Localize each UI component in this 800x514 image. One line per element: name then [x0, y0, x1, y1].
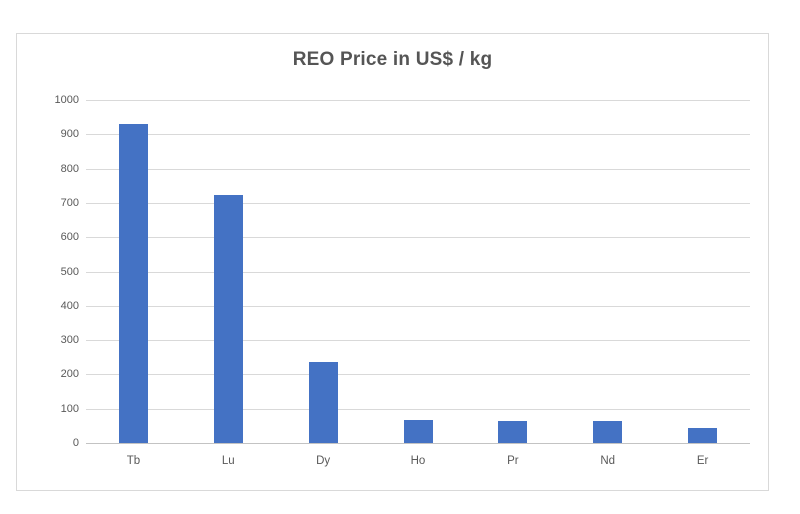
y-axis-tick-label-400: 400 [60, 299, 79, 312]
bar-pr [498, 421, 528, 443]
x-axis-tick-label-tb: Tb [126, 455, 141, 467]
chart-title: REO Price in US$ / kg [292, 49, 493, 70]
gridline-600 [86, 237, 750, 239]
bar-tb [118, 124, 148, 443]
gridline-500 [86, 271, 750, 273]
bar-dy [308, 362, 338, 443]
bar-er [688, 427, 718, 443]
gridline-1000 [86, 100, 750, 101]
y-axis-tick-label-300: 300 [60, 334, 79, 347]
bar-nd [593, 421, 623, 443]
x-axis-tick-label-ho: Ho [410, 455, 426, 467]
y-axis-tick-label-800: 800 [60, 162, 79, 175]
y-axis-tick-label-500: 500 [60, 265, 79, 278]
y-axis-tick-label-100: 100 [60, 402, 79, 415]
gridline-700 [86, 202, 750, 204]
y-axis-tick-label-700: 700 [60, 196, 79, 209]
x-axis-tick-label-pr: Pr [507, 455, 519, 467]
y-axis-tick-label-600: 600 [60, 231, 79, 244]
y-axis-tick-label-1000: 1000 [54, 94, 79, 106]
gridline-800 [86, 168, 750, 170]
x-axis-tick-label-dy: Dy [316, 455, 331, 467]
gridline-900 [86, 134, 750, 136]
gridline-200 [86, 374, 750, 376]
x-axis-tick-label-lu: Lu [221, 455, 235, 467]
y-axis-tick-label-200: 200 [60, 368, 79, 381]
plot-area: 0 100 200 300 400 500 600 700 800 900 1000 Tb Lu Dy Ho… [55, 94, 750, 467]
bar-chart: REO Price in US$ / kg 0 100 200 300 400 500 60… [16, 33, 769, 491]
gridline-300 [86, 340, 750, 342]
y-axis-tick-label-900: 900 [60, 128, 79, 141]
y-axis-tick-label-0: 0 [72, 437, 79, 449]
gridline-100 [86, 408, 750, 410]
x-axis-line [86, 443, 750, 444]
bar-lu [213, 195, 243, 443]
gridline-400 [86, 305, 750, 307]
x-axis-tick-label-er: Er [696, 455, 709, 467]
bar-ho [403, 420, 433, 443]
x-axis-tick-label-nd: Nd [600, 455, 616, 467]
